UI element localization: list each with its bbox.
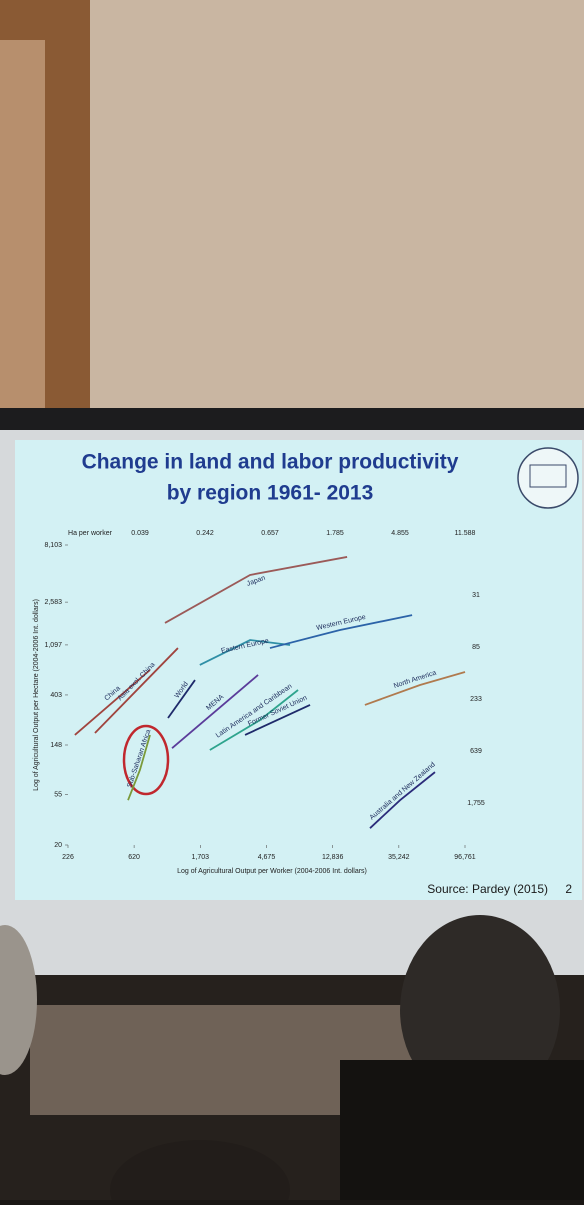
audience-body (340, 1060, 584, 1200)
x-tick-label: 12,836 (322, 854, 344, 861)
source: Source: Pardey (2015) (427, 882, 548, 896)
top-label: 11.588 (455, 530, 476, 537)
x-tick-label: 35,242 (388, 854, 410, 861)
series-line (364, 671, 466, 706)
series-line (94, 647, 179, 734)
slide (15, 440, 582, 900)
top-axis-label: Ha per worker (68, 530, 113, 537)
right-label: 1,755 (467, 800, 485, 807)
door-panel (0, 40, 45, 420)
series-line (369, 771, 436, 829)
chart-title: Change in land and labor productivity (82, 451, 459, 474)
series-line (209, 689, 299, 751)
audience-head (400, 915, 560, 1105)
y-tick-label: 8,103 (44, 542, 62, 549)
top-label: 1.785 (326, 530, 344, 537)
audience-head-front (110, 1140, 290, 1205)
x-tick-label: 96,761 (454, 854, 476, 861)
series-line (244, 704, 311, 736)
right-label: 85 (472, 644, 480, 651)
logo-building (529, 464, 567, 488)
series-line (167, 679, 196, 719)
right-label: 31 (472, 592, 480, 599)
y-tick-label: 20 (54, 842, 62, 849)
top-label: 0.657 (261, 530, 279, 537)
audience-head-left (0, 925, 37, 1075)
x-tick-label: 4,675 (258, 854, 276, 861)
y-tick-label: 403 (50, 692, 62, 699)
x-tick-label: 226 (62, 854, 74, 861)
logo (517, 447, 579, 509)
y-tick-label: 55 (54, 791, 62, 798)
series-line (199, 639, 291, 666)
right-label: 233 (470, 696, 482, 703)
series-line (269, 614, 413, 649)
series-line (164, 556, 348, 624)
wall (0, 0, 584, 420)
x-tick-label: 1,703 (192, 854, 210, 861)
right-label: 639 (470, 748, 482, 755)
y-tick-label: 2,583 (44, 599, 62, 606)
chart-title: by region 1961- 2013 (167, 482, 374, 505)
highlight-circle (122, 724, 170, 796)
top-label: 0.039 (131, 530, 149, 537)
x-axis-label: Log of Agricultural Output per Worker (2… (177, 868, 367, 875)
top-label: 0.242 (196, 530, 214, 537)
y-tick-label: 1,097 (44, 642, 62, 649)
series-line (127, 734, 151, 801)
page-number: 2 (565, 882, 572, 896)
top-label: 4.855 (391, 530, 409, 537)
x-tick-label: 620 (128, 854, 140, 861)
y-axis-label: Log of Agricultural Output per Hectare (… (33, 599, 40, 791)
series-line (171, 674, 259, 749)
series-line (74, 669, 151, 736)
y-tick-label: 148 (50, 742, 62, 749)
